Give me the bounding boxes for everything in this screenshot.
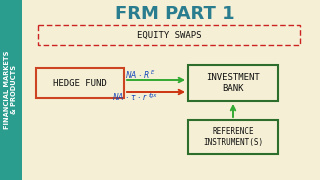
Text: REFERENCE
INSTRUMENT(S): REFERENCE INSTRUMENT(S)	[203, 127, 263, 147]
Bar	[38, 25, 300, 45]
Bar	[188, 120, 278, 154]
Bar	[36, 68, 124, 98]
Text: EQUITY SWAPS: EQUITY SWAPS	[137, 30, 201, 39]
Text: fgx: fgx	[149, 93, 157, 98]
Text: E: E	[151, 71, 154, 75]
Text: NA $\cdot$ $\tau$ $\cdot$ r: NA $\cdot$ $\tau$ $\cdot$ r	[112, 91, 148, 102]
Text: NA $\cdot$ R: NA $\cdot$ R	[125, 69, 150, 80]
Bar	[188, 65, 278, 101]
Text: FRM PART 1: FRM PART 1	[115, 5, 235, 23]
Text: INVESTMENT
BANK: INVESTMENT BANK	[206, 73, 260, 93]
Text: HEDGE FUND: HEDGE FUND	[53, 78, 107, 87]
Bar	[0, 0, 22, 180]
Text: FINANCIAL MARKETS
& PRODUCTS: FINANCIAL MARKETS & PRODUCTS	[4, 51, 18, 129]
